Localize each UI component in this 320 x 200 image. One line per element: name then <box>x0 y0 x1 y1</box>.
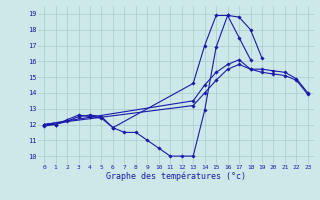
X-axis label: Graphe des températures (°c): Graphe des températures (°c) <box>106 172 246 181</box>
